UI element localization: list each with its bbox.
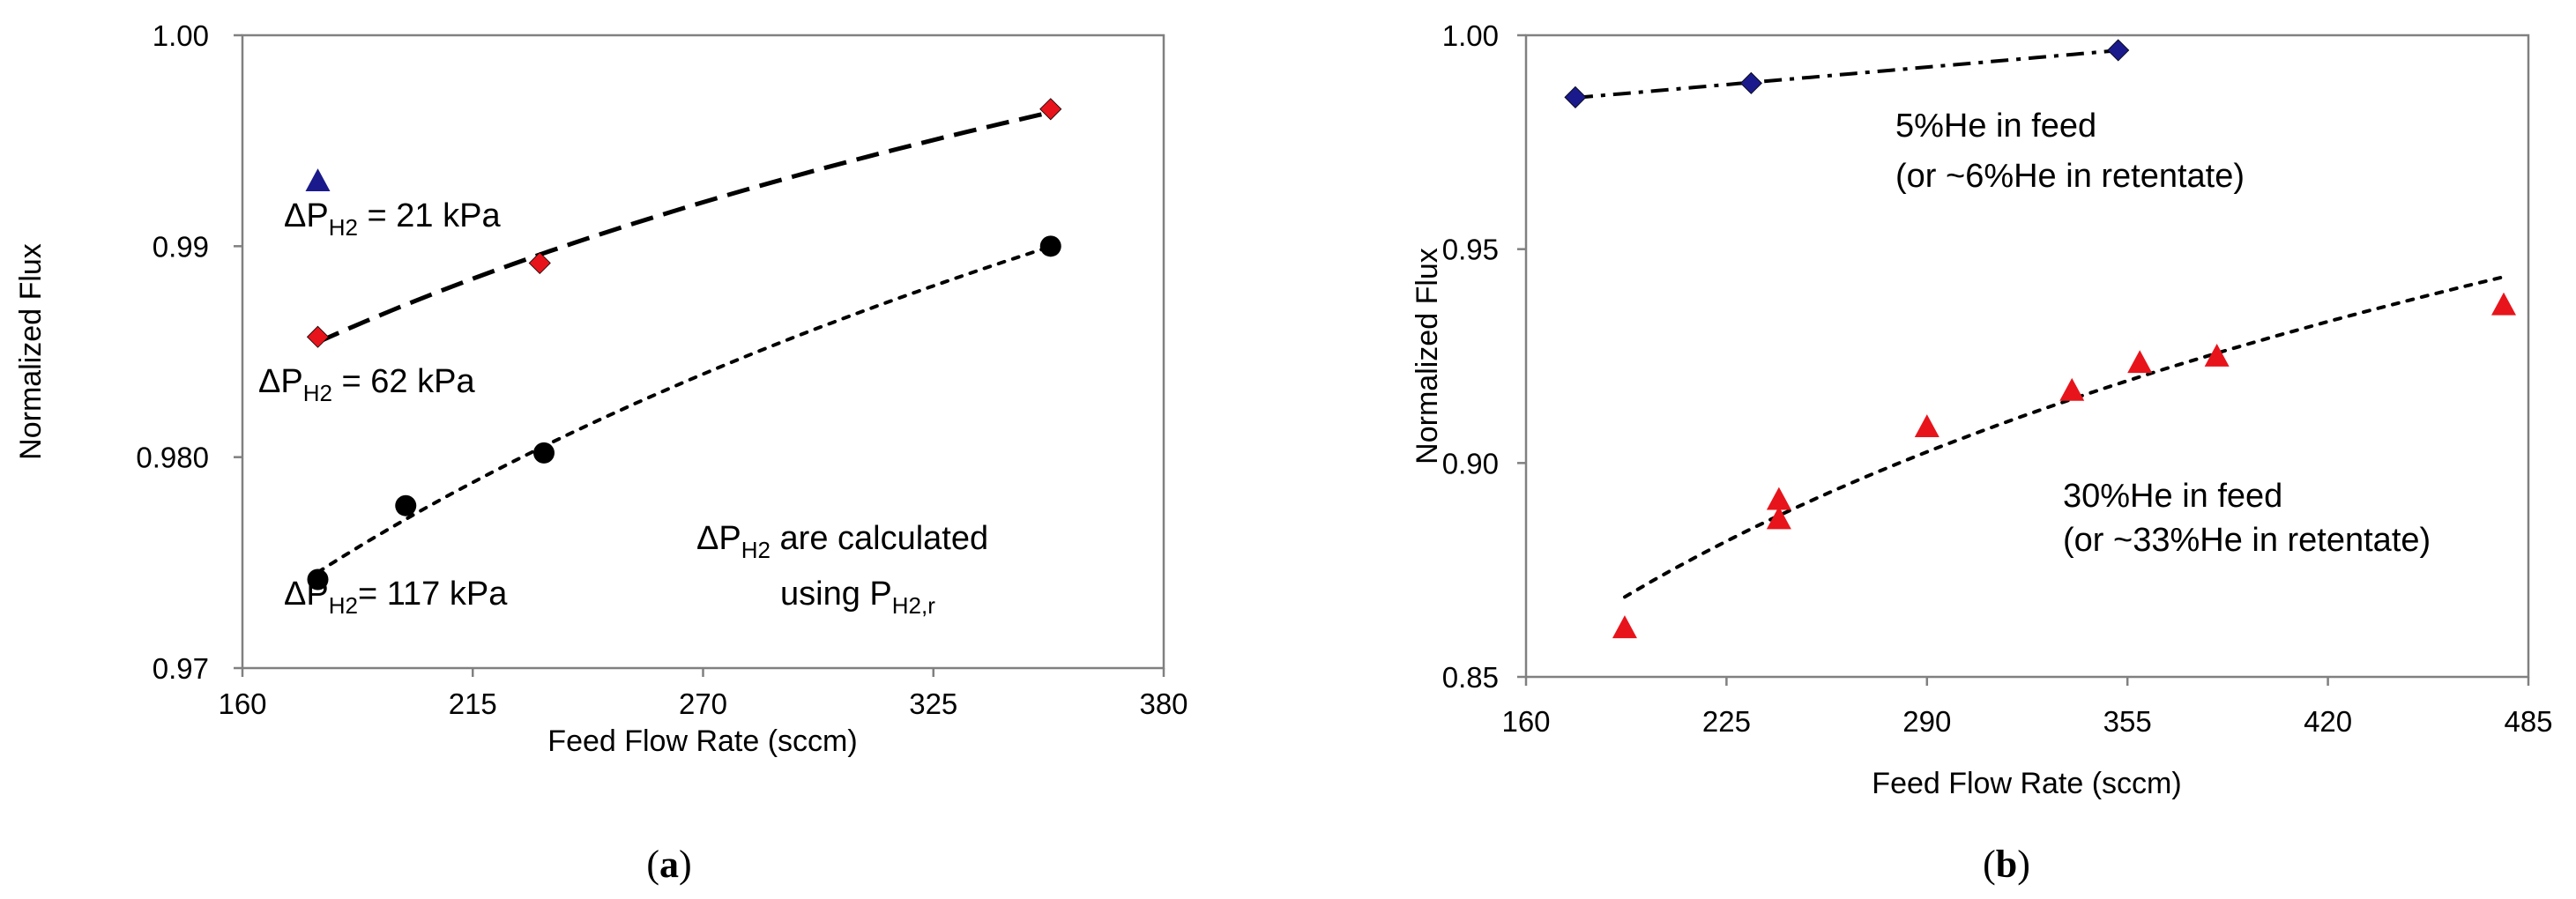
data-point-5-he-in-feed: [2107, 39, 2130, 62]
trend-line-30-he-in-feed: [1623, 275, 2505, 599]
data-point-30-he-in-feed: [2204, 344, 2230, 367]
panel-a-y-axis-label: Normalized Flux: [14, 243, 48, 460]
data-point-p-h2-62-kpa: [306, 325, 330, 348]
y-tick-label: 0.95: [1442, 234, 1499, 266]
panel-b-plot-area: [1524, 33, 2530, 679]
panel-b-ticks: 160 225 290 355 420 485 0.85 0.90 0.95 1.00: [1442, 19, 2553, 738]
panel-a-x-axis-label: Feed Flow Rate (sccm): [547, 724, 857, 758]
data-point-p-h2-117-kpa: [307, 568, 329, 591]
x-tick-label: 420: [2304, 705, 2352, 738]
trend-line-p-h2-117-kpa: [316, 244, 1053, 575]
panel-b-markers: [1564, 39, 2517, 639]
data-point-30-he-in-feed: [2059, 377, 2085, 401]
y-tick-label: 0.980: [136, 442, 209, 474]
x-tick-label: 325: [909, 687, 957, 720]
annotation-5he-line1: 5%He in feed: [1895, 108, 2096, 145]
annotation-dp-117-kpa: ΔPH2= 117 kPa: [284, 576, 508, 619]
annotation-dp-62-kpa: ΔPH2 = 62 kPa: [258, 363, 475, 406]
panel-a-ticks: 160 215 270 325 380 0.97 0.980 0.99 1.00: [136, 19, 1187, 720]
x-tick-label: 270: [679, 687, 727, 720]
y-tick-label: 0.85: [1442, 661, 1499, 694]
data-point-5-he-in-feed: [1739, 71, 1762, 94]
y-tick-label: 0.99: [153, 230, 209, 263]
data-point-p-h2-117-kpa: [1039, 235, 1061, 257]
panel-b-chart: 160 225 290 355 420 485 0.85 0.90 0.95 1.00 Feed …: [1411, 19, 2553, 886]
data-point-p-h2-117-kpa: [533, 442, 555, 464]
data-point-30-he-in-feed: [1766, 487, 1791, 510]
y-tick-label: 0.97: [153, 652, 209, 685]
y-tick-label: 1.00: [1442, 19, 1499, 52]
panel-b-caption: (b): [1983, 843, 2030, 886]
annotation-calculated-line1: ΔPH2 are calculated: [696, 520, 988, 563]
panel-a-markers: [305, 98, 1062, 591]
x-tick-label: 380: [1139, 687, 1187, 720]
panel-b-x-axis-label: Feed Flow Rate (sccm): [1872, 767, 2181, 800]
panel-a-trend-lines: [316, 109, 1053, 575]
annotation-30he-line2: (or ~33%He in retentate): [2063, 522, 2431, 559]
trend-line-p-h2-62-kpa: [316, 109, 1052, 345]
data-point-p-h2-21-kpa: [305, 168, 331, 192]
data-point-30-he-in-feed: [1766, 506, 1791, 530]
panel-a-chart: 160 215 270 325 380 0.97 0.980 0.99 1.00 Feed Fl…: [14, 19, 1188, 886]
annotation-dp-21-kpa: ΔPH2 = 21 kPa: [284, 197, 501, 241]
data-point-p-h2-62-kpa: [1039, 98, 1062, 121]
panel-b-trend-lines: [1575, 48, 2505, 599]
panel-a-plot-area: [241, 33, 1165, 670]
data-point-30-he-in-feed: [1914, 414, 1939, 437]
annotation-30he-line1: 30%He in feed: [2063, 478, 2282, 515]
data-point-p-h2-62-kpa: [528, 251, 551, 275]
y-tick-label: 0.90: [1442, 447, 1499, 479]
data-point-30-he-in-feed: [2491, 292, 2517, 316]
x-tick-label: 225: [1702, 705, 1751, 738]
annotation-5he-line2: (or ~6%He in retentate): [1895, 158, 2245, 195]
data-point-30-he-in-feed: [1612, 615, 1637, 639]
x-tick-label: 160: [218, 687, 266, 720]
x-tick-label: 355: [2103, 705, 2152, 738]
panel-a-caption: (a): [646, 843, 691, 886]
x-tick-label: 160: [1501, 705, 1550, 738]
x-tick-label: 290: [1902, 705, 1951, 738]
annotation-calculated-line2: using PH2,r: [780, 576, 935, 619]
data-point-30-he-in-feed: [2127, 350, 2153, 374]
trend-line-5-he-in-feed: [1575, 48, 2118, 100]
y-tick-label: 1.00: [153, 19, 209, 52]
data-point-p-h2-117-kpa: [395, 494, 417, 516]
x-tick-label: 485: [2504, 705, 2552, 738]
data-point-5-he-in-feed: [1564, 85, 1587, 108]
panel-b-y-axis-label: Normalized Flux: [1411, 248, 1444, 464]
x-tick-label: 215: [449, 687, 497, 720]
